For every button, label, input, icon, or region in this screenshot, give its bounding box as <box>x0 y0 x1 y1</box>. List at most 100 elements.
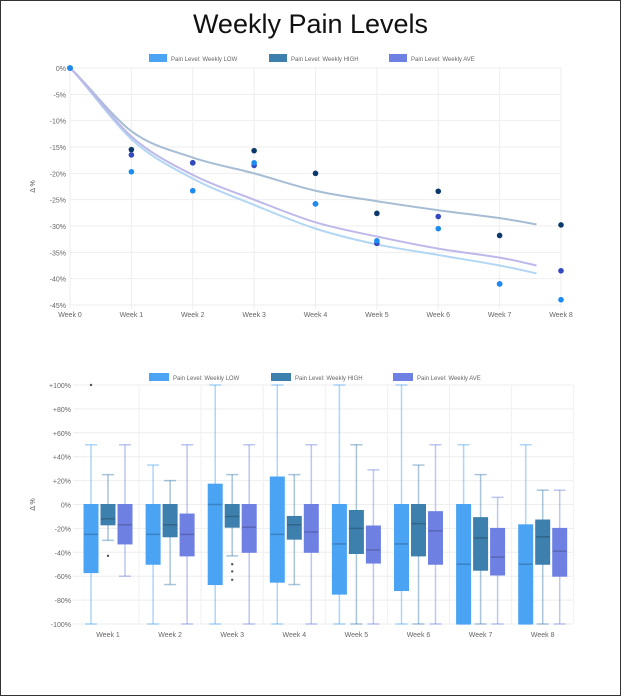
chart-title: Weekly Pain Levels <box>192 9 429 39</box>
box-ave <box>179 513 195 557</box>
data-point-high <box>374 210 380 217</box>
box-high <box>348 509 364 554</box>
x-tick-label: Week 7 <box>488 312 512 319</box>
data-point-ave <box>435 213 442 220</box>
data-point-low <box>128 168 135 175</box>
y-tick-label: -40% <box>50 277 66 284</box>
box-high <box>162 504 178 538</box>
data-point-ave <box>189 160 196 166</box>
box-low <box>456 504 472 625</box>
x-tick-label: Week 4 <box>304 312 328 319</box>
data-point-low <box>67 65 73 71</box>
legend-swatch-high <box>271 373 291 381</box>
data-point-low <box>312 201 319 207</box>
y-tick-label: +100% <box>49 383 71 390</box>
box-low <box>207 483 223 586</box>
data-point-high <box>312 170 319 177</box>
outlier-high <box>231 563 234 566</box>
trendline-ave <box>69 67 537 267</box>
legend-swatch-ave <box>389 54 407 62</box>
box-high <box>411 504 426 557</box>
y-tick-label: -25% <box>50 198 66 205</box>
x-tick-label: Week 4 <box>282 632 306 639</box>
x-tick-label: Week 3 <box>220 632 244 639</box>
box-low <box>518 524 534 625</box>
x-tick-label: Week 0 <box>58 312 82 319</box>
line-scatter-chart: Pain Level: Weekly LOW Pain Level: Weekly… <box>30 54 573 319</box>
y-tick-label: -40% <box>55 550 71 557</box>
box-low <box>394 504 409 592</box>
outlier-high <box>231 570 234 573</box>
y-tick-label: -45% <box>50 303 66 310</box>
data-point-ave <box>128 152 135 158</box>
data-point-high <box>435 188 442 195</box>
outlier-high <box>106 554 110 558</box>
data-point-low <box>558 296 564 303</box>
x-tick-label: Week 3 <box>242 312 266 319</box>
x-tick-label: Week 7 <box>469 632 493 639</box>
y-tick-label: 0% <box>61 503 71 510</box>
data-point-low <box>251 160 257 166</box>
trendline-low <box>69 67 537 275</box>
y-axis-label: Δ % <box>30 180 37 192</box>
box-ave <box>241 504 257 553</box>
legend-swatch-high <box>269 54 287 62</box>
data-point-low <box>374 237 380 244</box>
y-tick-label: +40% <box>53 455 71 462</box>
y-tick-label: -5% <box>54 92 66 99</box>
box-high <box>100 504 116 526</box>
x-tick-label: Week 1 <box>96 632 120 639</box>
x-tick-label: Week 5 <box>345 632 369 639</box>
outlier-high <box>231 578 234 581</box>
y-tick-label: -60% <box>55 574 71 581</box>
y-tick-label: -35% <box>50 250 66 257</box>
x-tick-label: Week 6 <box>407 632 431 639</box>
box-high <box>473 517 489 571</box>
box-ave <box>490 527 506 576</box>
box-ave <box>117 504 133 545</box>
box-low <box>331 504 347 595</box>
legend-label-ave: Pain Level: Weekly AVE <box>411 57 475 63</box>
y-tick-label: -20% <box>55 526 71 533</box>
box-high <box>286 515 302 540</box>
y-tick-label: -15% <box>50 145 66 152</box>
y-tick-label: -80% <box>55 598 71 605</box>
x-tick-label: Week 2 <box>181 312 205 319</box>
box-ave <box>365 525 381 564</box>
x-tick-label: Week 8 <box>549 312 573 319</box>
box-ave <box>428 511 443 565</box>
y-tick-label: -20% <box>50 171 66 178</box>
box-ave <box>552 527 568 577</box>
y-tick-label: +80% <box>53 407 71 414</box>
box-high <box>535 519 551 565</box>
x-tick-label: Week 8 <box>531 632 555 639</box>
box-low <box>269 476 285 583</box>
data-point-low <box>189 187 196 194</box>
legend-label-high: Pain Level: Weekly HIGH <box>291 57 359 63</box>
box-low <box>83 504 99 574</box>
data-point-high <box>558 222 564 228</box>
y-tick-label: +20% <box>53 479 71 486</box>
box-high <box>224 504 240 528</box>
legend-swatch-ave <box>393 373 413 381</box>
y-tick-label: -30% <box>50 224 66 231</box>
legend-label-low: Pain Level: Weekly LOW <box>171 57 238 63</box>
data-point-low <box>435 225 442 232</box>
legend-label-high: Pain Level: Weekly HIGH <box>295 376 363 382</box>
trendline-high <box>69 67 537 226</box>
legend-label-ave: Pain Level: Weekly AVE <box>417 376 481 382</box>
y-tick-label: 0% <box>56 66 66 73</box>
y-tick-label: -10% <box>50 119 66 126</box>
data-point-high <box>128 146 135 153</box>
x-tick-label: Week 1 <box>120 312 144 319</box>
data-point-high <box>496 232 503 239</box>
y-tick-label: +60% <box>53 431 71 438</box>
data-point-low <box>496 281 503 287</box>
data-point-high <box>251 147 257 154</box>
data-point-ave <box>558 267 564 274</box>
y-axis-label: Δ % <box>30 498 37 510</box>
legend-swatch-low <box>149 54 167 62</box>
outlier-low <box>89 383 93 387</box>
box-low <box>145 504 161 565</box>
